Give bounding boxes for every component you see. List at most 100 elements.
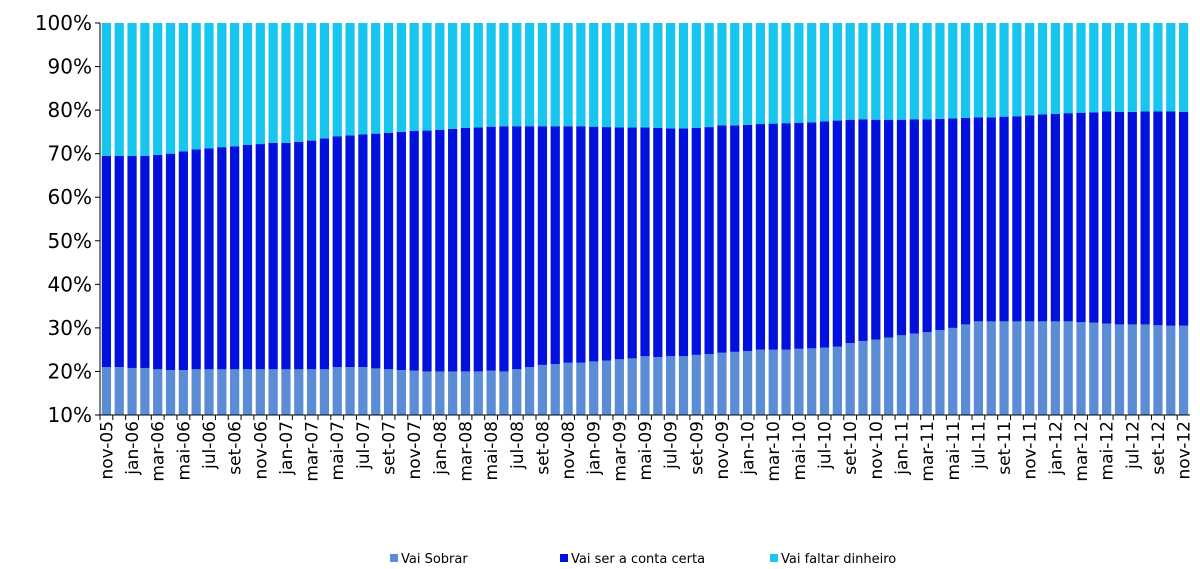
bar-segment xyxy=(345,367,355,415)
bar-segment xyxy=(178,151,188,371)
x-tick-label: nov-08 xyxy=(559,421,579,480)
bar-segment xyxy=(537,126,548,365)
x-tick-label: jul-06 xyxy=(200,421,220,470)
bar-segment xyxy=(217,369,227,415)
bar-segment xyxy=(742,350,753,415)
bar-segment xyxy=(140,23,150,156)
x-tick-label: set-10 xyxy=(841,421,861,475)
bar-segment xyxy=(666,356,676,415)
x-tick-label: set-12 xyxy=(1149,421,1169,475)
x-tick-label: jan-12 xyxy=(1046,421,1066,476)
bar-segment xyxy=(768,23,778,124)
bar-segment xyxy=(896,119,907,336)
bar-segment xyxy=(191,149,201,370)
x-tick-label: mar-07 xyxy=(303,421,323,482)
bar-segment xyxy=(935,23,945,119)
bar-segment xyxy=(1025,23,1035,116)
bar-segment xyxy=(1127,23,1137,112)
bar-segment xyxy=(101,367,112,415)
bar-segment xyxy=(999,116,1009,322)
bar-segment xyxy=(986,23,996,118)
bar-segment xyxy=(512,369,522,415)
x-tick-label: nov-12 xyxy=(1175,421,1195,480)
bar-segment xyxy=(1012,321,1022,415)
bar-segment xyxy=(1050,321,1060,415)
bar-segment xyxy=(832,120,842,347)
bar-segment xyxy=(153,23,163,155)
x-tick-label: nov-05 xyxy=(97,421,117,480)
bar-segment xyxy=(960,117,971,325)
bar-segment xyxy=(127,155,137,368)
bar-segment xyxy=(858,340,868,415)
bar-segment xyxy=(858,23,868,120)
bar-segment xyxy=(717,352,727,415)
bar-segment xyxy=(576,362,586,415)
bar-segment xyxy=(1178,325,1189,415)
x-tick-label: set-07 xyxy=(380,421,400,475)
bar-segment xyxy=(550,126,560,365)
legend-swatch xyxy=(770,554,778,562)
bar-segment xyxy=(191,23,201,150)
bar-segment xyxy=(422,130,432,372)
bar-segment xyxy=(678,128,689,357)
bar-segment xyxy=(1050,23,1060,115)
bar-segment xyxy=(832,346,842,415)
x-tick-label: jul-08 xyxy=(508,421,528,470)
bar-segment xyxy=(524,367,535,415)
bar-segment xyxy=(666,128,676,357)
bar-segment xyxy=(896,23,907,120)
bar-segment xyxy=(268,369,278,415)
y-tick-label: 40% xyxy=(48,272,92,296)
bar-segment xyxy=(986,321,996,415)
bar-segment xyxy=(153,154,163,370)
bar-segment xyxy=(204,369,214,415)
bar-segment xyxy=(294,23,304,142)
bar-segment xyxy=(1063,113,1073,322)
bar-segment xyxy=(524,23,535,127)
x-tick-label: mar-09 xyxy=(610,421,630,482)
bar-segment xyxy=(935,330,945,415)
bar-segment xyxy=(653,357,663,415)
x-tick-label: jul-12 xyxy=(1123,421,1143,470)
x-tick-label: mar-10 xyxy=(764,421,784,482)
bar-segment xyxy=(358,367,368,415)
bar-segment xyxy=(794,23,804,123)
bar-segment xyxy=(1063,23,1073,114)
bar-segment xyxy=(1153,325,1163,415)
bar-segment xyxy=(165,153,176,371)
bar-segment xyxy=(666,23,676,129)
x-tick-label: jul-10 xyxy=(816,421,836,470)
x-tick-label: mai-07 xyxy=(328,421,348,480)
bar-segment xyxy=(319,23,330,139)
bar-segment xyxy=(614,23,624,128)
bar-segment xyxy=(499,371,509,415)
bar-segment xyxy=(858,119,868,341)
bar-segment xyxy=(268,142,278,370)
bar-segment xyxy=(1076,112,1086,323)
bar-segment xyxy=(230,23,240,147)
bar-segment xyxy=(704,127,714,355)
bar-segment xyxy=(281,369,291,415)
bar-segment xyxy=(396,131,406,371)
y-tick-label: 50% xyxy=(48,229,92,253)
bar-segment xyxy=(255,23,265,145)
bar-segment xyxy=(486,126,496,371)
bar-segment xyxy=(730,125,740,352)
bar-segment xyxy=(1050,114,1060,322)
bar-segment xyxy=(178,370,188,415)
bar-segment xyxy=(332,136,342,368)
bar-segment xyxy=(691,127,701,355)
x-tick-label: mai-12 xyxy=(1098,421,1118,480)
bar-segment xyxy=(435,23,445,130)
bar-segment xyxy=(1153,23,1163,112)
bar-segment xyxy=(755,23,766,125)
bar-segment xyxy=(1102,323,1112,415)
bar-segment xyxy=(922,119,932,333)
bar-segment xyxy=(1037,321,1048,415)
bar-segment xyxy=(114,367,124,415)
bar-segment xyxy=(1127,111,1137,325)
bar-segment xyxy=(1025,321,1035,415)
bar-segment xyxy=(640,356,650,415)
bar-segment xyxy=(1076,322,1086,415)
bar-segment xyxy=(614,127,624,360)
